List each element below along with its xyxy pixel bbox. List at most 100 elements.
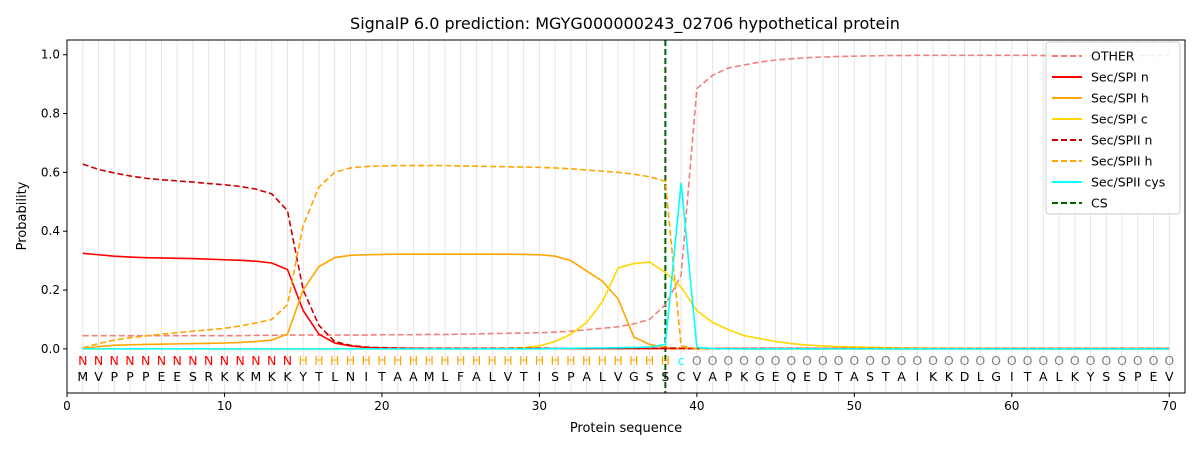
x-tick-label: 0 xyxy=(63,399,71,413)
region-label: H xyxy=(661,353,670,368)
region-label: O xyxy=(912,353,922,368)
region-label: H xyxy=(629,353,638,368)
series-line-other xyxy=(82,54,1170,337)
residue-label: L xyxy=(441,369,448,384)
region-label: O xyxy=(975,353,985,368)
series-line-sec-spii-h xyxy=(82,164,1170,350)
residue-label: A xyxy=(708,369,717,384)
residue-label: L xyxy=(331,369,338,384)
residue-label: C xyxy=(677,369,686,384)
residue-label: G xyxy=(755,369,765,384)
region-label: H xyxy=(424,353,433,368)
region-label: O xyxy=(849,353,859,368)
region-label: N xyxy=(125,353,134,368)
region-label: H xyxy=(613,353,622,368)
region-label: H xyxy=(377,353,386,368)
residue-label: M xyxy=(77,369,88,384)
region-label: O xyxy=(755,353,765,368)
residue-label: T xyxy=(834,369,843,384)
sequence-labels: NMNVNPNPNPNENENSNRNKNKNMNKNKHYHTHLHNHIHT… xyxy=(77,353,1174,384)
region-label: H xyxy=(393,353,402,368)
residue-label: T xyxy=(881,369,890,384)
residue-label: P xyxy=(126,369,134,384)
legend: OTHER Sec/SPI n Sec/SPI h Sec/SPI c Sec/SPII… xyxy=(1045,41,1181,215)
residue-label: S xyxy=(661,369,669,384)
x-tick-label: 60 xyxy=(1004,399,1019,413)
residue-label: A xyxy=(1039,369,1048,384)
region-label: H xyxy=(535,353,544,368)
x-tick-label: 40 xyxy=(689,399,704,413)
legend-label: Sec/SPII h xyxy=(1091,154,1152,169)
region-label: O xyxy=(1086,353,1096,368)
residue-label: V xyxy=(614,369,623,384)
residue-label: G xyxy=(629,369,639,384)
y-axis-label: Probability xyxy=(15,181,30,250)
region-label: O xyxy=(1149,353,1159,368)
residue-label: I xyxy=(364,369,368,384)
region-label: H xyxy=(440,353,449,368)
region-label: N xyxy=(141,353,150,368)
legend-label: Sec/SPI h xyxy=(1091,91,1149,106)
series-line-sec-spii-n xyxy=(82,163,1170,350)
region-label: O xyxy=(834,353,844,368)
region-label: H xyxy=(456,353,465,368)
residue-label: G xyxy=(991,369,1001,384)
residue-label: K xyxy=(945,369,954,384)
residue-label: S xyxy=(646,369,654,384)
residue-label: L xyxy=(977,369,984,384)
residue-label: R xyxy=(204,369,213,384)
residue-label: E xyxy=(1150,369,1158,384)
residue-label: D xyxy=(960,369,970,384)
region-label: O xyxy=(1054,353,1064,368)
residue-label: T xyxy=(377,369,386,384)
region-label: H xyxy=(409,353,418,368)
region-label: N xyxy=(220,353,229,368)
residue-label: A xyxy=(409,369,418,384)
region-label: H xyxy=(582,353,591,368)
residue-label: A xyxy=(582,369,591,384)
region-label: O xyxy=(739,353,749,368)
x-tick-label: 70 xyxy=(1162,399,1177,413)
residue-label: P xyxy=(110,369,118,384)
series-line-sec-spi-h xyxy=(82,253,1170,350)
y-tick-label: 0.6 xyxy=(41,165,60,179)
region-label: O xyxy=(818,353,828,368)
region-label: O xyxy=(897,353,907,368)
region-label: N xyxy=(236,353,245,368)
residue-label: F xyxy=(457,369,464,384)
residue-label: E xyxy=(772,369,780,384)
residue-label: T xyxy=(1023,369,1032,384)
x-axis-label: Protein sequence xyxy=(570,421,682,436)
residue-label: P xyxy=(567,369,575,384)
residue-label: M xyxy=(251,369,262,384)
region-label: H xyxy=(503,353,512,368)
region-label: O xyxy=(771,353,781,368)
region-label: H xyxy=(330,353,339,368)
y-tick-label: 0.2 xyxy=(41,283,60,297)
region-label: O xyxy=(1133,353,1143,368)
region-label: O xyxy=(692,353,702,368)
residue-label: K xyxy=(740,369,749,384)
region-label: N xyxy=(110,353,119,368)
residue-label: T xyxy=(519,369,528,384)
residue-label: K xyxy=(268,369,277,384)
residue-label: N xyxy=(346,369,355,384)
legend-label: OTHER xyxy=(1091,49,1135,64)
residue-label: K xyxy=(929,369,938,384)
region-label: c xyxy=(678,353,685,368)
residue-label: D xyxy=(818,369,828,384)
region-label: H xyxy=(472,353,481,368)
legend-label: Sec/SPII n xyxy=(1091,133,1152,148)
y-tick-label: 0.0 xyxy=(41,342,60,356)
region-label: N xyxy=(204,353,213,368)
x-tick-label: 20 xyxy=(374,399,389,413)
region-label: O xyxy=(944,353,954,368)
series-line-sec-spii-cys xyxy=(82,182,1170,350)
residue-label: K xyxy=(220,369,229,384)
residue-label: V xyxy=(1165,369,1174,384)
residue-label: Y xyxy=(1086,369,1095,384)
region-label: O xyxy=(1101,353,1111,368)
series-line-sec-spi-n xyxy=(82,252,1170,350)
x-tick-label: 10 xyxy=(217,399,232,413)
